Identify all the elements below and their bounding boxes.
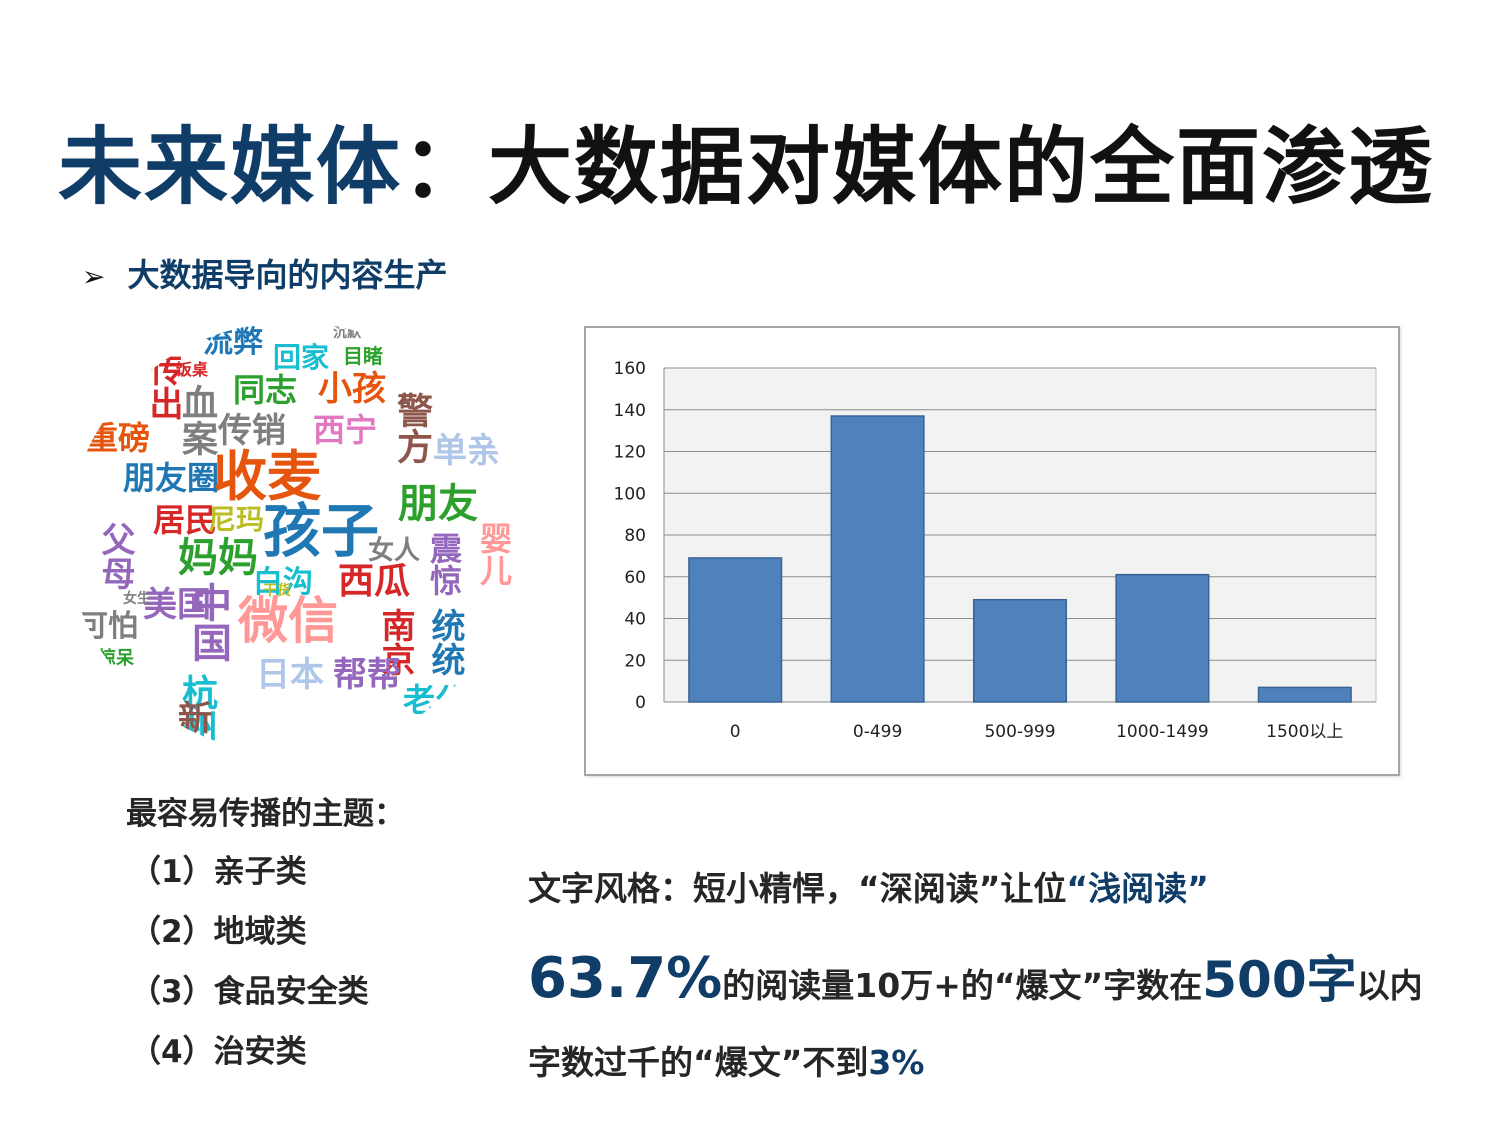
stat-line-2: 字数过千的“爆文”不到3% <box>528 1036 924 1084</box>
word-cloud-word: 日本 <box>256 655 324 695</box>
themes-list: 最容易传播的主题： （1）亲子类 （2）地域类 （3）食品安全类 （4）治安类 <box>126 788 405 1091</box>
word-cloud-word: 回家 <box>273 341 330 374</box>
slide-title: 未来媒体：大数据对媒体的全面渗透 <box>58 100 1434 221</box>
word-cloud-word: 重磅 <box>86 419 151 457</box>
word-cloud-word: 女人 <box>368 536 421 566</box>
word-cloud-word: 白沟 <box>253 565 313 600</box>
stat2-percentage: 3% <box>868 1043 925 1082</box>
x-tick-label: 0-499 <box>853 722 902 742</box>
stat-middle-text: 的阅读量10万+的“爆文”字数在 <box>722 966 1203 1005</box>
word-cloud-word: 婴儿 <box>475 522 513 586</box>
word-cloud-word: 美国 <box>143 585 211 625</box>
y-tick-label: 80 <box>624 526 646 546</box>
word-cloud-word: 西宁 <box>313 411 378 449</box>
word-cloud-word: 微信 <box>238 592 338 650</box>
stat-percentage: 63.7% <box>528 946 723 1011</box>
word-cloud-word: 饭桌 <box>176 360 209 379</box>
stat-line-1: 63.7%的阅读量10万+的“爆文”字数在500字以内 <box>528 940 1423 1012</box>
word-cloud-word: 老公 <box>403 681 468 719</box>
word-cloud-word: 居民 <box>153 501 218 539</box>
word-cloud-word: 尼玛 <box>208 503 265 536</box>
y-tick-label: 0 <box>635 693 646 713</box>
word-cloud-word: 流弊 <box>203 325 263 360</box>
word-cloud-word: 震惊 <box>425 532 463 596</box>
y-tick-label: 20 <box>624 651 646 671</box>
word-cloud-word: 可怕 <box>78 609 138 644</box>
section-subtitle: ➢ 大数据导向的内容生产 <box>82 250 447 296</box>
word-cloud-word: 传出 <box>143 352 183 420</box>
theme-item-3: （3）食品安全类 <box>130 974 369 1010</box>
arrow-bullet-icon: ➢ <box>82 260 106 293</box>
word-cloud-word: 统统 <box>425 608 465 676</box>
word-cloud-word: 警方 <box>391 392 432 464</box>
word-cloud-word: 妈妈 <box>178 535 258 581</box>
word-cloud-word: 干货 <box>263 583 291 599</box>
word-cloud-word: 帮帮 <box>333 655 401 695</box>
y-tick-label: 40 <box>624 610 646 630</box>
theme-item-1: （1）亲子类 <box>130 854 307 890</box>
y-tick-label: 60 <box>624 568 646 588</box>
text-style-prefix: 文字风格：短小精悍，“深阅读”让位 <box>528 869 1067 908</box>
word-cloud-word: 传销 <box>218 411 286 451</box>
stat-suffix: 以内 <box>1356 966 1423 1005</box>
word-cloud-word: 目睹 <box>343 344 383 368</box>
themes-heading: 最容易传播的主题： <box>126 796 405 832</box>
subtitle-text: 大数据导向的内容生产 <box>127 256 448 294</box>
word-cloud-word: 南京 <box>375 608 415 676</box>
x-tick-label: 1500以上 <box>1266 722 1343 742</box>
bar-chart: 0 20 40 60 80 100 120 140 160 0 0-499 500-999 1000-1… <box>584 326 1400 776</box>
word-cloud: 流弊 沉默 回家 目睹饭桌 传出 同志 小孩 血案 传销 西宁 警方 重磅 单亲朋友圈 收麦朋友 居民 尼玛孩… <box>68 322 516 754</box>
title-part2: ：大数据对媒体的全面渗透 <box>402 118 1435 216</box>
theme-item-2: （2）地域类 <box>130 914 307 950</box>
word-cloud-word: 父母 <box>95 522 135 590</box>
word-cloud-word: 杭州人 <box>176 674 217 754</box>
bar <box>1115 573 1210 703</box>
x-tick-label: 500-999 <box>984 722 1055 742</box>
theme-item-4: （4）治安类 <box>130 1034 307 1070</box>
text-style-line: 文字风格：短小精悍，“深阅读”让位“浅阅读” <box>528 862 1209 910</box>
title-part1: 未来媒体 <box>58 118 403 216</box>
word-cloud-word: 收麦 <box>213 445 321 508</box>
x-tick-label: 1000-1499 <box>1116 722 1209 742</box>
word-cloud-word: 沉默 <box>333 325 361 341</box>
word-cloud-word: 朋友圈 <box>123 459 220 497</box>
y-tick-label: 120 <box>614 443 646 463</box>
word-cloud-word: 中国 <box>185 582 231 662</box>
bar <box>688 557 783 703</box>
y-tick-label: 140 <box>614 401 646 421</box>
word-cloud-word: 惊呆 <box>98 648 134 669</box>
y-tick-label: 100 <box>614 484 646 504</box>
y-tick-label: 160 <box>614 359 646 379</box>
x-tick-label: 0 <box>730 722 741 742</box>
word-cloud-word: 西瓜 <box>338 561 411 602</box>
word-cloud-word: 小孩 <box>318 369 386 409</box>
word-cloud-word: 女生 <box>123 591 151 607</box>
text-style-highlight: “浅阅读” <box>1066 869 1209 908</box>
stat-word-count: 500字 <box>1202 951 1357 1009</box>
stat2-prefix: 字数过千的“爆文”不到 <box>528 1043 869 1082</box>
bar <box>830 415 925 703</box>
word-cloud-word: 孩子 <box>263 497 380 565</box>
word-cloud-word: 血案 <box>176 384 217 456</box>
word-cloud-word: 新 <box>178 699 212 739</box>
bar <box>1257 686 1352 703</box>
word-cloud-word: 单亲 <box>433 431 501 471</box>
word-cloud-word: 朋友 <box>398 481 478 527</box>
word-cloud-word: 同志 <box>233 371 298 409</box>
bar <box>972 598 1068 703</box>
bar-chart-svg: 0 20 40 60 80 100 120 140 160 0 0-499 500-999 1000-1… <box>614 359 1377 742</box>
